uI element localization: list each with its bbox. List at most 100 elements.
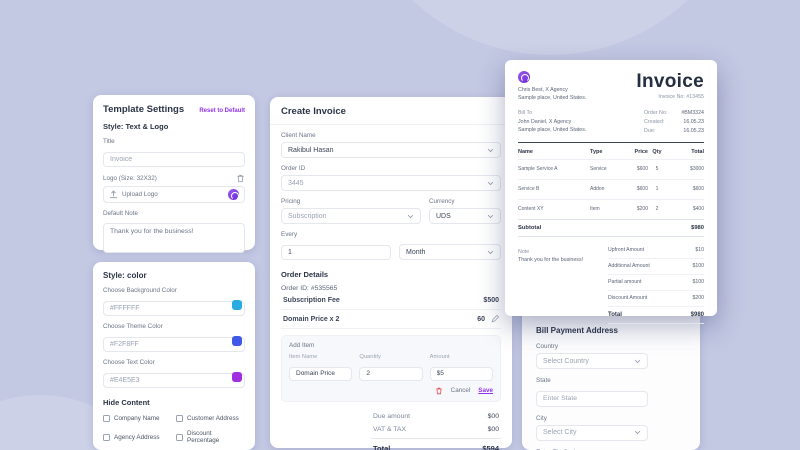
quantity-label: Quantity (359, 354, 381, 360)
total-label: Total (373, 443, 391, 450)
company-address: Sample place, United States. (518, 95, 587, 102)
client-name-select[interactable]: Rakibul Hasan (281, 142, 501, 158)
client-name-label: Client Name (281, 132, 316, 139)
every-label: Every (281, 231, 298, 238)
order-details-heading: Order Details (281, 270, 329, 279)
order-no-value: #BM3324 (681, 109, 704, 116)
delete-item-icon[interactable] (435, 387, 443, 395)
due-amount-value: $00 (487, 412, 499, 420)
chevron-down-icon (487, 249, 494, 256)
theme-color-label: Choose Theme Color (103, 323, 163, 330)
panel-title: Template Settings (103, 104, 185, 115)
amount-input[interactable] (429, 366, 493, 381)
invoice-number: Invoice No: #13455 (658, 94, 704, 100)
country-value: Select Country (543, 357, 589, 365)
chevron-down-icon (634, 429, 641, 436)
invoice-total-label: Total (608, 311, 622, 318)
chevron-down-icon (487, 213, 494, 220)
subtotal-row: Subtotal $980 (518, 218, 704, 237)
theme-color-swatch[interactable] (232, 335, 242, 346)
item-name-label: Item Name (289, 354, 318, 360)
edit-item-icon[interactable] (491, 315, 499, 323)
invoice-meta: Order No: #BM3324 Created: 16.05.23 Due: 16… (644, 110, 704, 135)
invoice-summary: Upfront Amount $10 Additional Amount $100 … (608, 243, 704, 324)
total-value: $594 (482, 443, 499, 450)
text-color-label: Choose Text Color (103, 359, 155, 366)
cancel-button[interactable]: Cancel (450, 387, 471, 394)
checkbox-icon (103, 433, 110, 441)
theme-color-input[interactable] (103, 337, 245, 352)
background-color-label: Choose Background Color (103, 287, 177, 294)
checkbox-company-name[interactable]: Company Name (103, 415, 172, 422)
checkbox-icon (103, 415, 110, 422)
background-color-swatch[interactable] (232, 299, 242, 310)
upload-logo-button[interactable]: Upload Logo (103, 186, 245, 203)
state-input[interactable] (536, 390, 648, 407)
invoice-items-table: Name Type Price Qty Total Sample Service… (518, 145, 704, 219)
invoice-preview: Chris Best, X Agency Sample place, Unite… (505, 60, 717, 324)
template-settings-panel: Template Settings Reset to Default Style… (93, 95, 255, 253)
currency-value: UDS (436, 212, 451, 220)
pricing-select[interactable]: Subscription (281, 208, 421, 224)
item-name: Subscription Fee (283, 297, 340, 304)
checkbox-label: Company Name (114, 415, 160, 422)
text-color-input[interactable] (103, 373, 245, 388)
chevron-down-icon (487, 180, 494, 187)
bill-to-name: John Daniel, X Agency (518, 118, 572, 125)
company-logo (518, 71, 530, 83)
checkbox-label: Customer Address (187, 415, 239, 422)
city-select[interactable]: Select City (536, 424, 648, 441)
col-name: Name (518, 148, 533, 155)
client-name-value: Rakibul Hasan (288, 146, 334, 154)
checkbox-agency-address[interactable]: Agency Address (103, 430, 172, 444)
created-value: 16.05.23 (683, 118, 704, 125)
checkbox-label: Discount Percentage (187, 430, 220, 444)
order-no-label: Order No: (644, 109, 668, 116)
default-note-textarea[interactable]: Thank you for the business! (103, 223, 245, 253)
zip-code-label: Enter Zip Code (536, 449, 686, 450)
item-amount: 60 (477, 315, 485, 323)
text-color-swatch[interactable] (232, 371, 242, 382)
checkbox-discount-percentage[interactable]: Discount Percentage (176, 430, 245, 444)
title-label: Title (103, 138, 115, 145)
invoice-total-value: $980 (690, 311, 704, 318)
add-item-heading: Add Item (289, 342, 315, 349)
checkbox-icon (176, 433, 183, 441)
currency-select[interactable]: UDS (429, 208, 501, 224)
country-select[interactable]: Select Country (536, 353, 648, 369)
logo-size-label: Logo (Size: 32X32) (103, 175, 157, 182)
invoice-title-input[interactable] (103, 152, 245, 167)
checkbox-customer-address[interactable]: Customer Address (176, 415, 245, 422)
reset-to-default-link[interactable]: Reset to Default (199, 108, 245, 114)
item-amount: $500 (483, 297, 499, 304)
bill-to-address: Sample place, United States. (518, 127, 587, 134)
create-invoice-heading: Create Invoice (270, 106, 512, 125)
currency-label: Currency (429, 198, 455, 205)
order-item-row: Subscription Fee $500 (281, 292, 501, 310)
city-value: Select City (543, 429, 577, 436)
pricing-value: Subscription (288, 212, 327, 220)
period-select[interactable]: Month (399, 244, 501, 260)
upload-logo-label: Upload Logo (122, 191, 158, 198)
bill-payment-panel: Bill Payment Address Country Select Coun… (522, 300, 700, 450)
order-id-select[interactable]: 3445 (281, 175, 501, 191)
bill-to-label: Bill To (518, 109, 533, 116)
chevron-down-icon (487, 147, 494, 154)
upload-icon (109, 190, 118, 199)
chevron-down-icon (407, 213, 414, 220)
note-text: Thank you for the business! (518, 256, 584, 263)
every-count-input[interactable] (281, 245, 391, 260)
save-button[interactable]: Save (478, 387, 493, 394)
col-price: Price (634, 148, 648, 155)
subtotal-label: Subtotal (518, 224, 542, 231)
quantity-input[interactable] (359, 366, 423, 381)
delete-logo-icon[interactable] (236, 174, 245, 183)
style-color-panel: Style: color Choose Background Color Cho… (93, 262, 255, 450)
amount-label: Amount (429, 354, 450, 360)
create-invoice-panel: Create Invoice Client Name Rakibul Hasan… (270, 97, 512, 450)
item-name: Domain Price x 2 (283, 315, 340, 323)
background-color-input[interactable] (103, 301, 245, 316)
pricing-label: Pricing (281, 198, 301, 205)
item-name-input[interactable] (289, 366, 353, 381)
